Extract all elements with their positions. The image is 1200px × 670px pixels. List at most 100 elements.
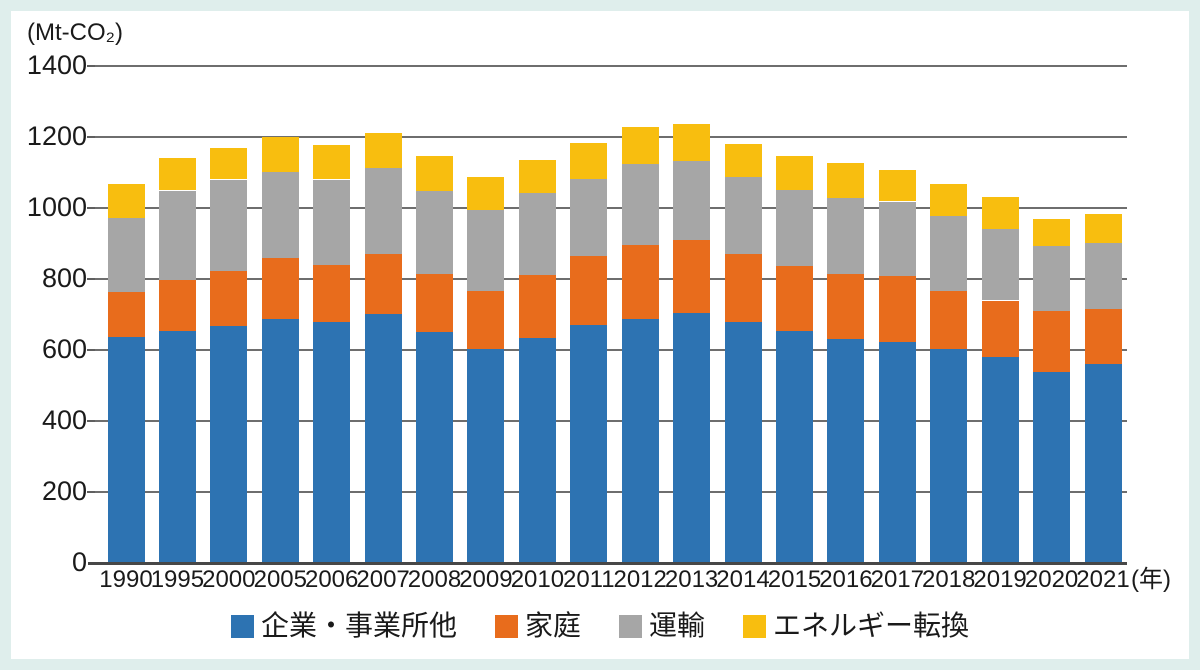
legend-swatch	[494, 614, 518, 638]
bar-segment	[621, 245, 659, 319]
bar-segment	[776, 189, 813, 267]
bar-segment	[364, 168, 402, 254]
y-axis-unit-label: (Mt-CO₂)	[27, 19, 123, 46]
gridline	[95, 419, 1127, 422]
gridline	[95, 135, 1127, 138]
gridline	[95, 277, 1127, 280]
bar-segment	[724, 254, 762, 322]
bar-segment	[210, 147, 248, 180]
bar-segment	[467, 176, 505, 210]
bar-segment	[621, 127, 659, 164]
plot-area: 0 200 400 600 800 1000 1200 1400 1990 1995 2000 200…	[11, 11, 1189, 659]
bar-segment	[364, 132, 402, 169]
y-axis-tick	[87, 490, 95, 493]
bar-segment	[930, 183, 968, 217]
x-tick-label: 2013	[664, 566, 719, 593]
bar-segment	[107, 184, 145, 218]
legend-swatch	[230, 614, 254, 638]
y-axis-tick	[87, 64, 95, 67]
x-axis-suffix: (年)	[1131, 566, 1171, 593]
x-tick-label: 2011	[562, 566, 615, 593]
bar-segment	[210, 326, 248, 563]
bar-segment	[416, 331, 453, 563]
bar-segment	[261, 137, 299, 172]
bar-segment	[981, 197, 1019, 229]
x-tick-label: 2005	[253, 566, 307, 593]
x-tick-label: 2021	[1076, 566, 1130, 593]
bar-segment	[261, 318, 299, 563]
bar-segment	[981, 300, 1019, 358]
bar-segment	[416, 156, 453, 191]
bar-segment	[364, 253, 402, 315]
y-tick-label: 1400	[26, 50, 87, 80]
x-tick-label: 2008	[407, 566, 462, 593]
legend-label: 家庭	[524, 610, 581, 641]
x-tick-label: 2017	[870, 566, 924, 593]
bar-segment	[158, 279, 196, 332]
bar-segment	[673, 312, 711, 563]
bar-segment	[518, 275, 556, 338]
gridline	[95, 64, 1127, 67]
legend: 企業・事業所他 家庭 運輸 エネルギー転換	[11, 608, 1189, 644]
x-tick-label: 2006	[304, 566, 359, 593]
gridline	[95, 206, 1127, 209]
bar-segment	[1033, 311, 1071, 372]
bar-segment	[467, 291, 505, 349]
bar-segment	[981, 357, 1019, 563]
y-tick-label: 200	[41, 476, 87, 506]
bar-segment	[1084, 213, 1122, 244]
bar-segment	[878, 341, 916, 563]
bar-segment	[1084, 363, 1122, 563]
bar-segment	[878, 275, 916, 342]
bar-segment	[158, 190, 196, 280]
legend-item: 運輸	[619, 611, 705, 641]
y-axis-tick	[87, 135, 95, 138]
legend-label: エネルギー転換	[773, 610, 970, 641]
x-tick-label: 2000	[202, 566, 256, 593]
bar-segment	[930, 349, 968, 563]
bar-segment	[1033, 371, 1071, 563]
x-tick-label: 2007	[356, 566, 410, 593]
bar-segment	[107, 291, 145, 338]
x-tick-label: 2016	[819, 566, 873, 593]
bar-segment	[210, 179, 248, 272]
bar-segment	[518, 160, 556, 193]
y-tick-label: 0	[71, 547, 87, 577]
x-tick-label: 2018	[921, 566, 976, 593]
bar-segment	[827, 197, 865, 274]
bar-segment	[570, 255, 608, 325]
bar-segment	[158, 331, 196, 563]
y-tick-label: 600	[41, 334, 87, 364]
bar-segment	[673, 240, 711, 313]
x-axis-line	[88, 561, 1127, 565]
bar-segment	[981, 228, 1019, 301]
chart-canvas: (Mt-CO₂) 0 200 400 600 800 1000 1200 1400 1990 19…	[11, 11, 1189, 659]
bar-segment	[570, 178, 608, 256]
legend-item: エネルギー転換	[743, 611, 969, 641]
bar-segment	[621, 163, 659, 246]
bar-segment	[724, 321, 762, 563]
bar-segment	[878, 169, 916, 202]
bar-segment	[673, 124, 711, 161]
bar-segment	[621, 319, 659, 563]
bar-segment	[776, 156, 813, 190]
bar-segment	[313, 145, 351, 180]
y-axis-tick	[87, 348, 95, 351]
bar-segment	[570, 325, 608, 563]
bar-segment	[416, 190, 453, 274]
x-tick-label: 2019	[973, 566, 1027, 593]
bar-segment	[107, 217, 145, 292]
bar-segment	[570, 142, 608, 179]
bar-segment	[107, 337, 145, 563]
legend-swatch	[619, 614, 642, 638]
bar-segment	[930, 291, 968, 350]
x-tick-label: 2020	[1024, 566, 1079, 593]
gridline	[95, 490, 1127, 493]
bar-segment	[673, 161, 711, 241]
bar-segment	[313, 179, 351, 266]
bar-segment	[1033, 218, 1071, 246]
legend-label: 運輸	[649, 610, 706, 641]
bar-segment	[261, 258, 299, 319]
legend-item: 企業・事業所他	[230, 611, 457, 641]
bar-segment	[261, 171, 299, 259]
